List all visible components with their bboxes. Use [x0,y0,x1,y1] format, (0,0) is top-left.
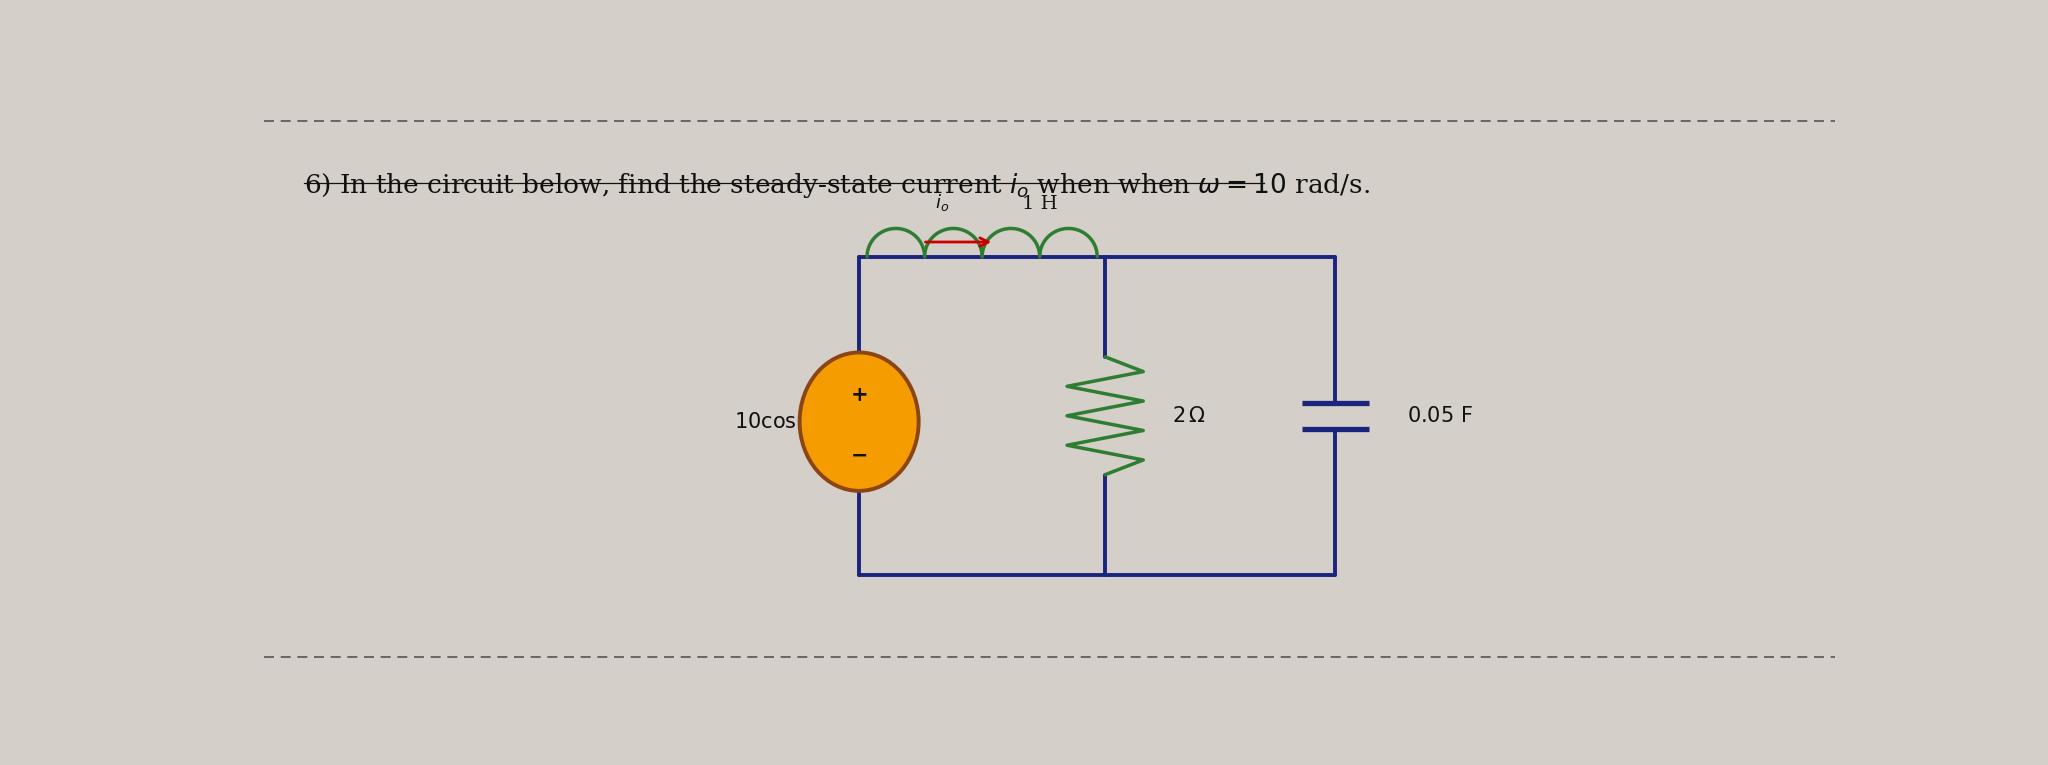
Text: 6) In the circuit below, find the steady-state current $i_o$ when when $\omega =: 6) In the circuit below, find the steady… [303,171,1370,200]
Text: −: − [850,446,868,466]
Text: +: + [850,385,868,405]
Text: $i_o$: $i_o$ [936,191,950,213]
Ellipse shape [799,353,920,491]
Text: $10\cos\,\omega t\ \mathrm{V}$: $10\cos\,\omega t\ \mathrm{V}$ [733,412,852,431]
Text: 1 H: 1 H [1022,194,1057,213]
Text: $0.05\ \mathrm{F}$: $0.05\ \mathrm{F}$ [1407,405,1473,426]
Text: $2\,\Omega$: $2\,\Omega$ [1171,405,1206,426]
